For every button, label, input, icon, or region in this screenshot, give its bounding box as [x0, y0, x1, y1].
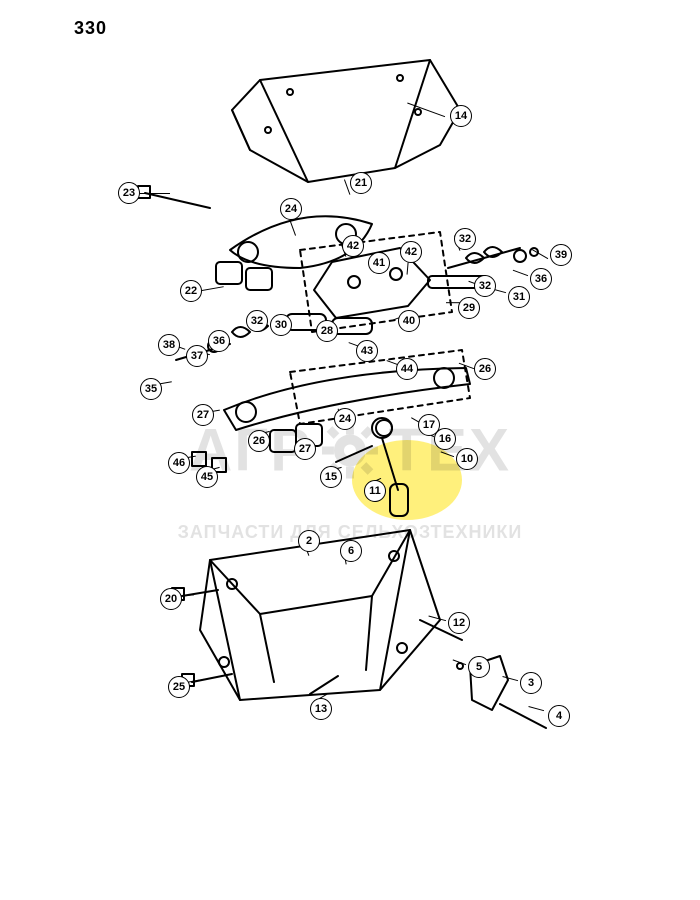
callout-bubble: 27 [294, 438, 316, 460]
callout-bubble: 37 [186, 345, 208, 367]
callout-bubble: 45 [196, 466, 218, 488]
callout-bubble: 22 [180, 280, 202, 302]
callout-bubble: 39 [550, 244, 572, 266]
callout-bubble: 26 [474, 358, 496, 380]
callout-bubble: 3 [520, 672, 542, 694]
callout-bubble: 27 [192, 404, 214, 426]
callout-bubble: 36 [530, 268, 552, 290]
callout-bubble: 38 [158, 334, 180, 356]
callout-bubble: 42 [400, 241, 422, 263]
callout-bubble: 44 [396, 358, 418, 380]
exploded-diagram [0, 0, 700, 900]
callout-bubble: 41 [368, 252, 390, 274]
callout-bubble: 30 [270, 314, 292, 336]
callout-bubble: 31 [508, 286, 530, 308]
callout-bubble: 32 [246, 310, 268, 332]
callout-bubble: 42 [342, 235, 364, 257]
callout-bubble: 4 [548, 705, 570, 727]
callout-bubble: 15 [320, 466, 342, 488]
callout-bubble: 24 [280, 198, 302, 220]
callout-bubble: 17 [418, 414, 440, 436]
leader-line [140, 193, 170, 194]
callout-bubble: 29 [458, 297, 480, 319]
callout-bubble: 20 [160, 588, 182, 610]
page-root: 330 АГР ТЕХ ЗАПЧАСТИ ДЛЯ СЕЛЬХОЗТЕХНИКИ [0, 0, 700, 900]
callout-bubble: 36 [208, 330, 230, 352]
callout-bubble: 46 [168, 452, 190, 474]
callout-bubble: 26 [248, 430, 270, 452]
callout-bubble: 35 [140, 378, 162, 400]
callout-bubble: 11 [364, 480, 386, 502]
callout-bubble: 10 [456, 448, 478, 470]
callout-bubble: 12 [448, 612, 470, 634]
callout-bubble: 28 [316, 320, 338, 342]
callout-bubble: 5 [468, 656, 490, 678]
callout-bubble: 25 [168, 676, 190, 698]
callout-bubble: 43 [356, 340, 378, 362]
callout-bubble: 32 [474, 275, 496, 297]
callout-bubble: 14 [450, 105, 472, 127]
callout-bubble: 6 [340, 540, 362, 562]
callout-bubble: 21 [350, 172, 372, 194]
callout-bubble: 24 [334, 408, 356, 430]
callout-bubble: 40 [398, 310, 420, 332]
callout-bubble: 23 [118, 182, 140, 204]
callout-bubble: 2 [298, 530, 320, 552]
callout-bubble: 32 [454, 228, 476, 250]
callout-bubble: 13 [310, 698, 332, 720]
